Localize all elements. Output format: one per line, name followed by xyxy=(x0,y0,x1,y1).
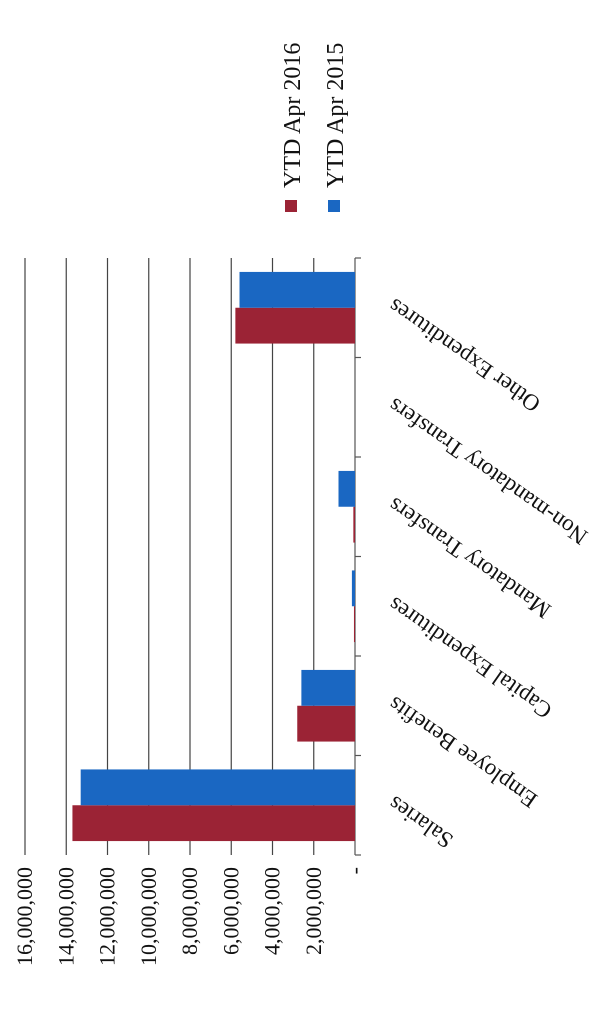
legend-label: YTD Apr 2016 xyxy=(280,43,306,188)
category-label: Salaries xyxy=(383,791,457,853)
bar-ytd-apr-2015 xyxy=(338,470,355,507)
bar-ytd-apr-2015 xyxy=(301,669,355,706)
category-label: Employee Benefits xyxy=(383,692,541,813)
y-tick-label: - xyxy=(342,867,367,874)
bar-ytd-apr-2015 xyxy=(80,769,355,806)
y-tick-label: 2,000,000 xyxy=(301,867,326,955)
category-label: Other Expenditures xyxy=(383,294,544,417)
y-tick-label: 10,000,000 xyxy=(136,867,161,966)
bar-ytd-apr-2015 xyxy=(351,570,355,607)
legend: YTD Apr 2016 YTD Apr 2015 xyxy=(280,43,349,212)
bar-ytd-apr-2016 xyxy=(72,805,355,842)
y-tick-label: 16,000,000 xyxy=(12,867,37,966)
bar-ytd-apr-2016 xyxy=(235,307,355,344)
bar-ytd-apr-2016 xyxy=(297,705,355,742)
legend-label: YTD Apr 2015 xyxy=(323,43,349,188)
legend-swatch xyxy=(285,200,297,212)
bar-ytd-apr-2015 xyxy=(239,271,355,308)
y-tick-label: 14,000,000 xyxy=(53,867,78,966)
y-axis-ticks: - 2,000,000 4,000,000 6,000,000 8,000,000 10,… xyxy=(12,867,367,966)
legend-swatch xyxy=(328,200,340,212)
plot-area xyxy=(24,257,361,856)
y-tick-label: 4,000,000 xyxy=(260,867,285,955)
bar-ytd-apr-2016 xyxy=(353,506,355,543)
y-tick-label: 8,000,000 xyxy=(177,867,202,955)
y-tick-label: 6,000,000 xyxy=(218,867,243,955)
bar-ytd-apr-2016 xyxy=(353,606,355,643)
y-tick-label: 12,000,000 xyxy=(95,867,120,966)
